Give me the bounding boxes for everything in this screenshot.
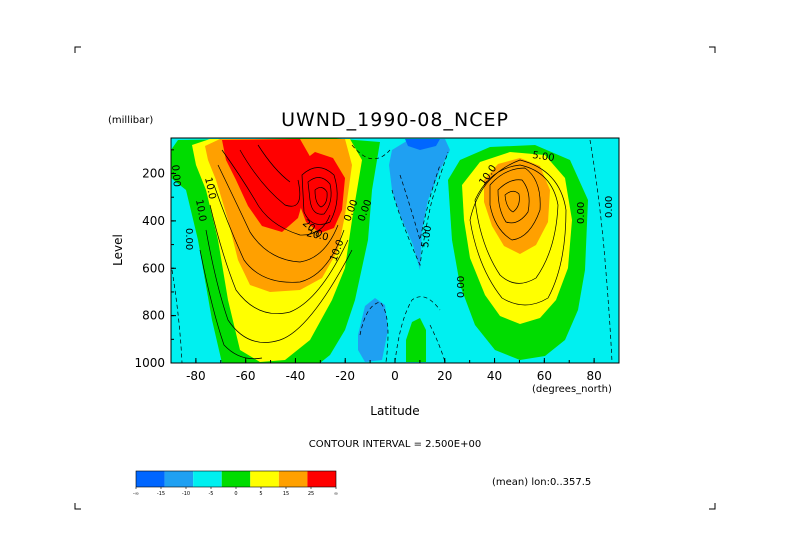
y-tick-label: 600 xyxy=(142,261,165,275)
x-tick-label: -60 xyxy=(236,369,256,383)
x-tick-label: 80 xyxy=(586,369,601,383)
colorbar-swatch xyxy=(136,471,165,487)
contour-field: 10.0 10.0 20.0 20.0 10.0 0.00 0.00 5.00 … xyxy=(169,138,619,363)
x-axis-label: Latitude xyxy=(370,404,419,418)
y-axis: 200 400 600 800 1000 xyxy=(134,149,176,370)
colorbar-tick-label: 5 xyxy=(259,491,262,497)
contour-label: 0.00 xyxy=(183,228,194,250)
x-units-label: (degrees_north) xyxy=(532,384,612,395)
x-tick-label: 20 xyxy=(437,369,452,383)
colorbar-swatch xyxy=(278,471,308,487)
colorbar-tick-label: ∞ xyxy=(334,491,338,497)
x-tick-label: -80 xyxy=(186,369,206,383)
contour-label: 5.00 xyxy=(532,150,556,164)
contour-label: 0.00 xyxy=(576,202,587,224)
x-tick-label: 0 xyxy=(391,369,399,383)
contour-fill-25plus-subtropical-jet xyxy=(298,152,345,233)
negative-contour-lines xyxy=(171,139,613,363)
colorbar-tick-label: -10 xyxy=(182,491,190,497)
x-tick-label: -40 xyxy=(286,369,306,383)
contour-label: 0.00 xyxy=(169,164,182,187)
contour-fill-strong-easterlies xyxy=(405,139,440,150)
contour-label: 0.00 xyxy=(604,196,615,218)
contour-label: 0.00 xyxy=(456,276,467,298)
colorbar-swatch xyxy=(250,471,279,487)
colorbar: -∞ -15 -10 -5 0 5 15 25 ∞ xyxy=(133,470,338,497)
mean-lon-label: (mean) lon:0..357.5 xyxy=(492,477,591,488)
colorbar-tick-label: 25 xyxy=(308,491,314,497)
contour-fill-negative-tropics xyxy=(389,139,450,270)
y-units-label: (millibar) xyxy=(108,115,153,126)
contour-fill-25plus-polar-jet xyxy=(222,139,312,232)
x-tick-label: 60 xyxy=(537,369,552,383)
x-tick-label: 40 xyxy=(487,369,502,383)
chart-title: UWND_1990-08_NCEP xyxy=(281,109,509,131)
y-axis-label: Level xyxy=(111,234,125,266)
contour-label: 5.00 xyxy=(420,225,434,249)
colorbar-tick-label: 15 xyxy=(283,491,289,497)
contour-fill-negative-lowlevel xyxy=(358,298,388,362)
colorbar-tick-label: -∞ xyxy=(133,491,139,497)
x-tick-label: -20 xyxy=(335,369,355,383)
colorbar-swatch xyxy=(307,471,336,487)
contour-interval-text: CONTOUR INTERVAL = 2.500E+00 xyxy=(309,439,481,450)
contour-label: 20.0 xyxy=(305,228,329,243)
corner-marks xyxy=(74,46,716,510)
colorbar-tick-label: -5 xyxy=(209,491,214,497)
contour-lines xyxy=(199,144,567,360)
contour-label: 10.0 xyxy=(202,176,217,200)
x-axis: -80 -60 -40 -20 0 20 40 60 80 xyxy=(170,358,620,383)
contour-label: 10.0 xyxy=(193,199,208,223)
colorbar-swatch xyxy=(193,471,222,487)
y-tick-label: 200 xyxy=(142,167,165,181)
contour-fill-equatorial-low xyxy=(406,318,426,362)
y-tick-label: 800 xyxy=(142,309,165,323)
colorbar-swatch xyxy=(221,471,251,487)
y-tick-label: 1000 xyxy=(134,356,165,370)
colorbar-tick-label: -15 xyxy=(157,491,165,497)
y-tick-label: 400 xyxy=(142,214,165,228)
colorbar-swatch xyxy=(164,471,194,487)
colorbar-tick-label: 0 xyxy=(234,491,237,497)
